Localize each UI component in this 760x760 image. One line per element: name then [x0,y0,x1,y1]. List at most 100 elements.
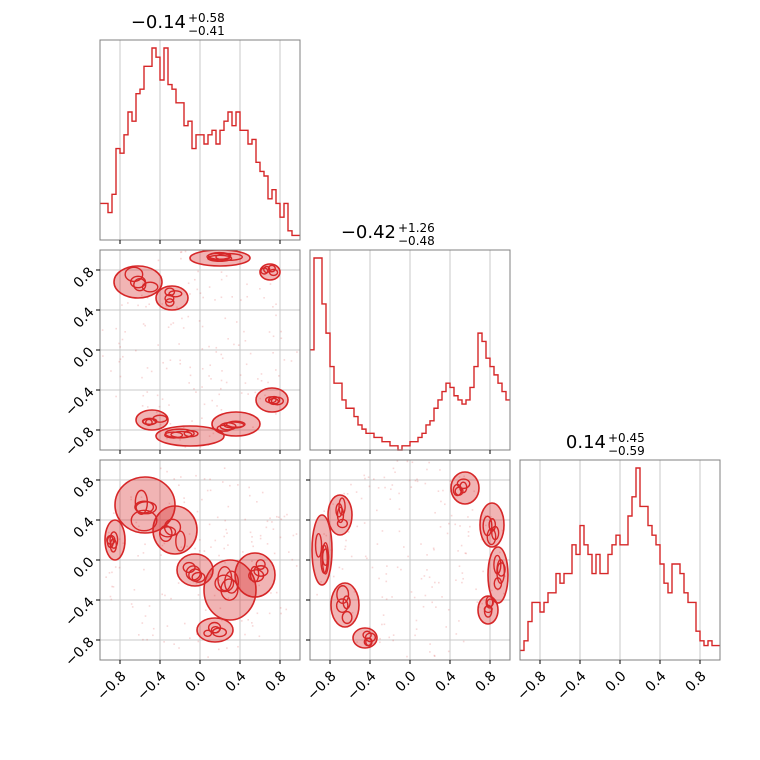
sample-point [396,460,399,462]
sample-point [439,469,441,471]
sample-point [144,324,146,327]
sample-point [137,555,139,557]
sample-point [251,622,253,624]
sample-point [376,509,378,512]
sample-point [254,391,257,394]
sample-point [265,526,268,529]
sample-point [392,639,394,642]
sample-point [461,581,463,584]
sample-point [163,542,166,545]
sample-point [279,536,282,539]
sample-point [142,552,145,554]
sample-point [267,381,269,384]
sample-point [426,569,428,571]
sample-point [181,317,183,320]
sample-point [178,647,180,649]
sample-point [258,635,261,638]
sample-point [183,497,185,499]
sample-point [141,405,144,407]
sample-point [259,534,262,537]
contour-region [234,552,276,598]
contour-region [211,411,261,437]
sample-point [225,381,228,384]
sample-point [350,555,353,558]
contour-line [263,265,271,274]
contour-line [224,570,240,594]
sample-point [223,547,225,550]
sample-point [145,305,147,308]
sample-point [264,394,266,397]
sample-point [355,491,358,493]
sample-point [414,479,417,482]
sample-point [272,335,275,338]
sample-point [377,487,380,489]
sample-point [320,581,322,583]
sample-point [323,533,325,535]
sample-point [141,376,143,379]
sample-point [244,382,247,384]
sample-point [220,271,223,273]
sample-point [157,344,159,346]
sample-point [187,282,190,285]
sample-point [434,581,436,584]
sample-point [203,550,206,552]
sample-point [184,446,187,448]
x-tick-label: −0.8 [514,668,549,703]
hist-1-x-ticks [329,450,491,454]
sample-point [484,515,487,517]
sample-point [439,526,442,528]
contour-line [216,424,233,432]
sample-point [235,321,238,323]
sample-point [416,478,418,481]
sample-point [364,477,366,480]
sample-point [179,359,181,362]
sample-point [424,594,427,597]
contour-line [336,585,350,604]
sample-point [275,413,277,415]
sample-point [428,461,430,464]
sample-point [186,545,188,548]
sample-point [198,320,201,322]
contour-line [220,578,239,601]
sample-point [423,575,426,577]
sample-point [177,582,180,584]
sample-point [220,387,222,390]
contour-region [114,476,176,534]
sample-point [216,405,218,407]
sample-point [196,288,199,291]
sample-point [119,346,122,348]
sample-point [347,531,350,533]
sample-point [270,592,272,594]
sample-point [227,337,229,340]
sample-point [261,491,264,494]
sample-point [275,314,277,317]
contour-line [219,422,237,431]
title-upper-error: +0.45 [608,431,645,445]
sample-point [203,403,206,406]
sample-point [146,296,149,299]
sample-point [260,379,263,382]
sample-point [465,552,467,555]
sample-point [137,304,139,307]
sample-point [247,393,249,395]
sample-point [236,565,239,568]
sample-point [373,478,375,480]
sample-point [180,476,182,478]
sample-point [455,579,457,582]
contour-line [130,509,158,532]
sample-point [179,439,181,441]
contour-line [488,518,497,532]
sample-point [490,516,492,518]
sample-point [225,528,227,531]
sample-point [248,494,251,497]
sample-point [195,582,198,585]
sample-point [240,299,242,301]
sample-point [220,379,223,382]
sample-point [499,551,501,554]
sample-point [146,391,149,393]
sample-point [169,359,172,361]
sample-point [273,552,276,555]
sample-point [476,601,479,603]
x-tick-label: 0.4 [643,668,670,695]
